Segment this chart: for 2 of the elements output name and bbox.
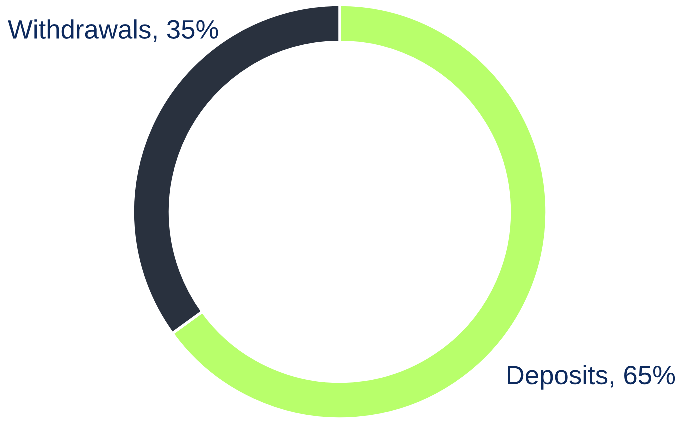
slice-label: Deposits, 65%	[508, 365, 676, 390]
slice-label: Withdrawals, 35%	[8, 20, 218, 42]
